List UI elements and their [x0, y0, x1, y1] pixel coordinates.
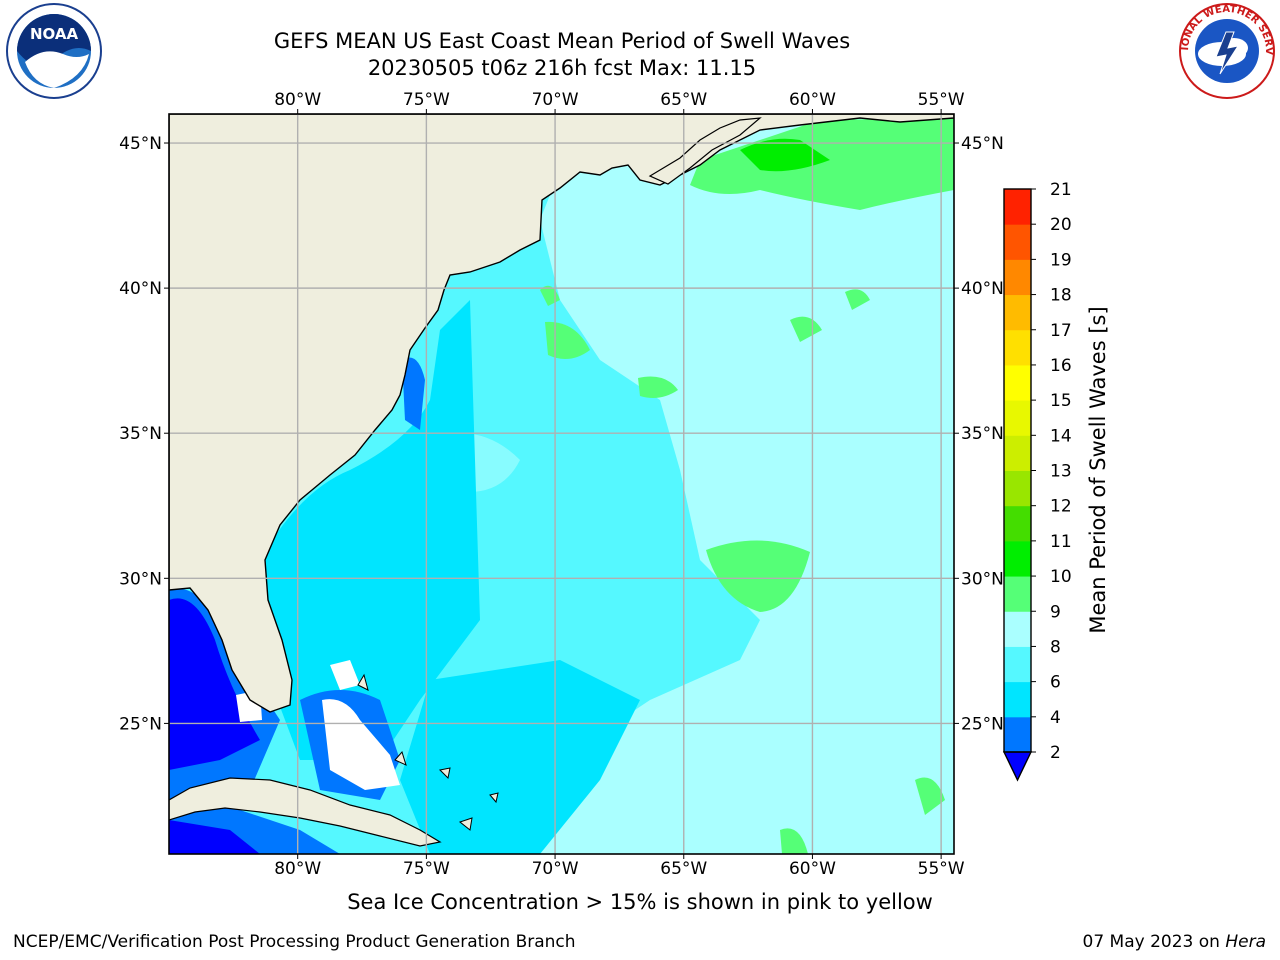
colorbar-segment-1 [1004, 681, 1031, 718]
colorbar-segment-12 [1004, 294, 1031, 331]
colorbar-tick-label-5: 10 [1050, 567, 1072, 587]
lat-label-left-2: 35°N [119, 424, 162, 444]
noaa-logo: NOAA [6, 3, 102, 99]
colorbar-segment-5 [1004, 540, 1031, 577]
colorbar-segment-11 [1004, 329, 1031, 366]
colorbar-tick-label-8: 13 [1050, 462, 1072, 482]
colorbar-tick-label-2: 6 [1050, 673, 1061, 693]
colorbar-tick-label-12: 17 [1050, 321, 1072, 341]
footer-credit: NCEP/EMC/Verification Post Processing Pr… [13, 932, 576, 952]
lon-label-top-5: 55°W [918, 90, 965, 110]
noaa-logo-text: NOAA [30, 25, 79, 43]
colorbar-segment-14 [1004, 224, 1031, 260]
colorbar-segment-13 [1004, 259, 1031, 296]
colorbar-under-arrow [1002, 751, 1033, 782]
colorbar-tick-label-16: 21 [1050, 180, 1072, 200]
colorbar-label: Mean Period of Swell Waves [s] [1086, 306, 1110, 634]
land-north-america [169, 114, 954, 713]
colorbar-tick-label-15: 20 [1050, 215, 1072, 235]
colorbar-segment-15 [1004, 189, 1031, 225]
lon-label-bottom-3: 65°W [660, 859, 707, 879]
lat-label-left-3: 30°N [119, 569, 162, 589]
lon-label-bottom-4: 60°W [789, 859, 836, 879]
chart-title: GEFS MEAN US East Coast Mean Period of S… [273, 29, 851, 53]
sea-ice-note: Sea Ice Concentration > 15% is shown in … [347, 890, 933, 914]
lat-label-right-1: 40°N [961, 279, 1004, 299]
colorbar-tick-label-4: 9 [1050, 602, 1061, 622]
colorbar-segment-2 [1004, 646, 1031, 683]
lat-label-left-4: 25°N [119, 714, 162, 734]
lon-label-top-4: 60°W [789, 90, 836, 110]
colorbar-segment-7 [1004, 470, 1031, 507]
footer-date: 07 May 2023 on Hera [1083, 932, 1267, 952]
lat-label-right-4: 25°N [961, 714, 1004, 734]
colorbar-tick-label-7: 12 [1050, 497, 1072, 517]
lon-label-top-2: 70°W [532, 90, 579, 110]
colorbar-tick-label-11: 16 [1050, 356, 1072, 376]
map-area [169, 114, 954, 854]
colorbar-tick-label-6: 11 [1050, 532, 1072, 552]
lon-label-top-1: 75°W [403, 90, 450, 110]
map-frame [168, 113, 955, 855]
colorbar-tick-label-10: 15 [1050, 391, 1072, 411]
colorbar-tick-label-1: 4 [1050, 708, 1061, 728]
colorbar-segment-8 [1004, 435, 1031, 471]
colorbar-tick-label-13: 18 [1050, 286, 1072, 306]
colorbar-segment-6 [1004, 505, 1031, 542]
chart-subtitle: 20230505 t06z 216h fcst Max: 11.15 [367, 56, 757, 80]
colorbar-tick-label-3: 8 [1050, 637, 1061, 657]
lon-label-bottom-2: 70°W [532, 859, 579, 879]
swell-patch-9-10 [690, 118, 954, 210]
bahamas-banks [322, 699, 400, 790]
colorbar-tick-label-14: 19 [1050, 250, 1072, 270]
lat-label-right-3: 30°N [961, 569, 1004, 589]
graticule [169, 114, 954, 854]
map-axis-labels: 80°W 80°W 75°W 75°W 70°W 70°W 65°W 65°W 60°W 60°W… [119, 90, 1004, 879]
lon-label-bottom-1: 75°W [403, 859, 450, 879]
lat-label-left-0: 45°N [119, 134, 162, 154]
lat-label-right-2: 35°N [961, 424, 1004, 444]
lon-label-bottom-5: 55°W [918, 859, 965, 879]
nws-logo: NATIONAL WEATHER SERVICE [1176, 2, 1275, 99]
lon-label-top-3: 65°W [660, 90, 707, 110]
footer-date-text: 07 May 2023 on [1082, 932, 1226, 952]
colorbar-segment-10 [1004, 364, 1031, 401]
swell-band-4-6 [260, 300, 480, 760]
colorbar-tick-label-9: 14 [1050, 426, 1072, 446]
colorbar: 2 4 6 8 9 10 11 12 13 14 15 16 17 18 19 20 21 [1002, 180, 1072, 782]
colorbar-segment-4 [1004, 576, 1031, 612]
footer-system: Hera [1225, 932, 1266, 952]
colorbar-tick-label-0: 2 [1050, 743, 1061, 763]
colorbar-segment-3 [1004, 611, 1031, 647]
lon-label-bottom-0: 80°W [274, 859, 321, 879]
lat-label-left-1: 40°N [119, 279, 162, 299]
land-nova-scotia [648, 117, 762, 185]
land-cuba [169, 777, 442, 847]
lon-label-top-0: 80°W [274, 90, 321, 110]
colorbar-segment-0 [1004, 716, 1031, 753]
lat-label-right-0: 45°N [961, 134, 1004, 154]
colorbar-segment-9 [1004, 400, 1031, 436]
